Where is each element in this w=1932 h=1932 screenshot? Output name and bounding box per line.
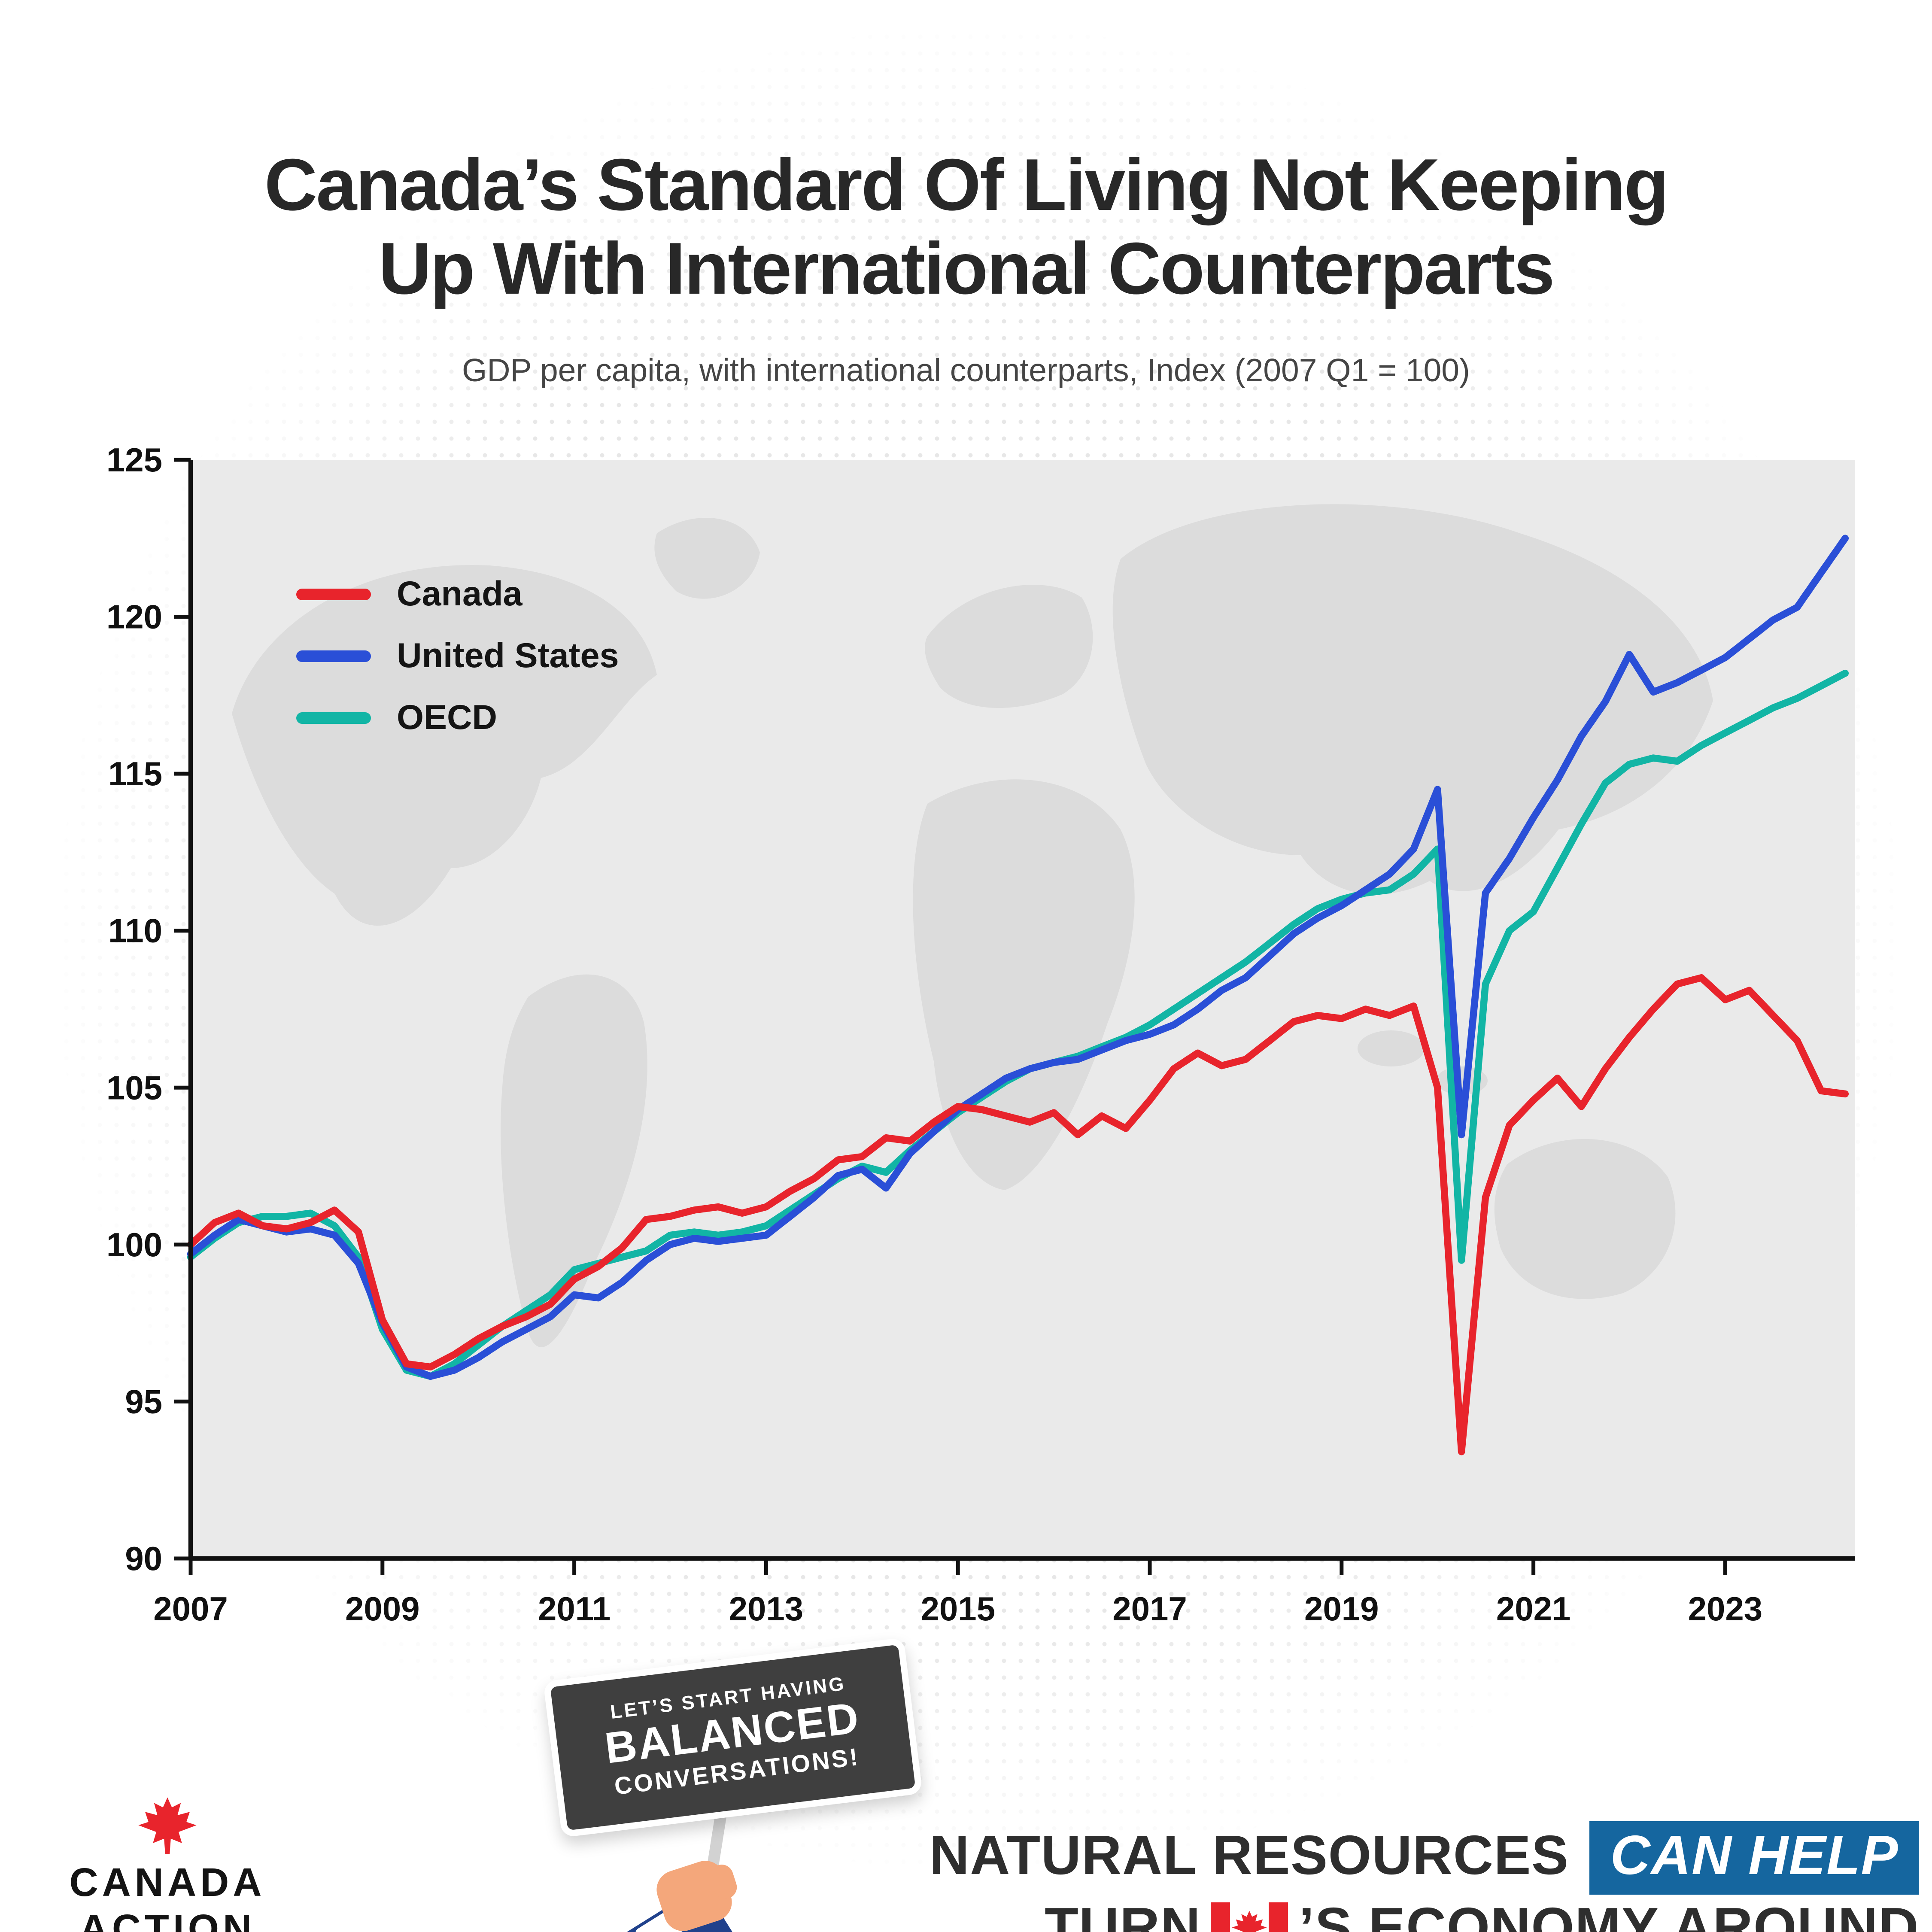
legend-label-canada: Canada xyxy=(397,574,522,613)
footer-line1-text: NATURAL RESOURCES xyxy=(929,1825,1569,1887)
y-tick-label: 95 xyxy=(125,1382,162,1420)
canada-flag-icon xyxy=(1211,1903,1289,1932)
legend-item-oecd: OECD xyxy=(296,698,619,738)
x-tick-label: 2021 xyxy=(1496,1590,1571,1628)
maple-leaf-icon xyxy=(138,1797,197,1854)
legend-label-united-states: United States xyxy=(397,636,619,675)
footer-line2-prefix: TURN xyxy=(1045,1898,1201,1932)
x-tick-label: 2019 xyxy=(1304,1590,1379,1628)
x-tick-label: 2013 xyxy=(729,1590,804,1628)
canada-action-logo: CANADA ACTION xyxy=(39,1793,296,1932)
y-tick-label: 110 xyxy=(108,912,162,950)
legend-swatch-0 xyxy=(296,589,371,600)
series-line-united-states xyxy=(187,535,1849,1380)
x-tick-label: 2007 xyxy=(153,1590,228,1628)
footer-slogan: NATURAL RESOURCES CAN HELP TURN ’S ECONOMY… xyxy=(930,1821,1919,1932)
can-help-badge: CAN HELP xyxy=(1589,1821,1919,1896)
footer-line2-suffix: ’S ECONOMY AROUND xyxy=(1299,1898,1919,1932)
y-tick-label: 120 xyxy=(106,598,162,636)
page-title-line2: Up With International Counterparts xyxy=(378,228,1555,311)
y-tick-label: 100 xyxy=(106,1226,162,1264)
legend-swatch-2 xyxy=(296,712,371,724)
world-map-decoration xyxy=(232,504,1713,1347)
legend-item-canada: Canada xyxy=(296,574,619,614)
footer-line1: NATURAL RESOURCES CAN HELP xyxy=(929,1821,1919,1896)
x-tick-label: 2015 xyxy=(920,1590,995,1628)
footer-line2: TURN ’S ECONOMY AROUND xyxy=(930,1895,1919,1932)
page-title-line1: Canada’s Standard Of Living Not Keeping xyxy=(264,144,1669,227)
legend-swatch-1 xyxy=(296,650,371,662)
x-tick-label: 2009 xyxy=(345,1590,420,1628)
series-line-canada xyxy=(187,974,1849,1455)
page-title: Canada’s Standard Of Living Not Keeping … xyxy=(0,145,1932,312)
x-tick-label: 2011 xyxy=(538,1590,611,1628)
logo-text-action: ACTION xyxy=(79,1905,256,1932)
logo-text-canada: CANADA xyxy=(69,1860,266,1905)
x-tick-label: 2017 xyxy=(1112,1590,1187,1628)
gdp-line-chart: 90 95 100 105 110 115 120 125 2007 2009 2011 2013 20… xyxy=(103,443,1893,1647)
chart-svg: 90 95 100 105 110 115 120 125 2007 2009 2011 2013 20… xyxy=(106,443,1855,1628)
y-tick-label: 105 xyxy=(106,1069,162,1106)
y-tick-label: 115 xyxy=(108,755,162,793)
y-tick-label: 90 xyxy=(125,1540,162,1577)
legend-label-oecd: OECD xyxy=(397,698,498,737)
chart-legend: Canada United States OECD xyxy=(296,574,619,760)
chart-subtitle: GDP per capita, with international count… xyxy=(462,353,1470,389)
x-tick-label: 2023 xyxy=(1688,1590,1763,1628)
legend-item-united-states: United States xyxy=(296,636,619,676)
y-tick-label: 125 xyxy=(106,443,162,479)
